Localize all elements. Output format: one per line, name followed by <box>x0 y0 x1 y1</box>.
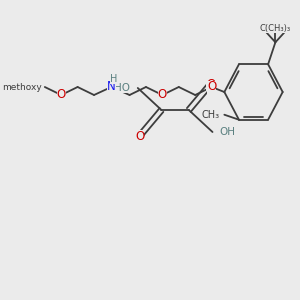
Text: OH: OH <box>220 127 236 137</box>
Text: O: O <box>135 130 144 142</box>
Text: CH₃: CH₃ <box>202 110 220 120</box>
Text: H: H <box>110 74 118 84</box>
Text: methoxy: methoxy <box>2 82 42 91</box>
Text: O: O <box>57 88 66 101</box>
Text: O: O <box>158 88 167 101</box>
Text: O: O <box>206 77 215 91</box>
Text: HO: HO <box>115 83 130 93</box>
Text: C(CH₃)₃: C(CH₃)₃ <box>260 24 291 33</box>
Text: N: N <box>107 80 116 92</box>
Text: O: O <box>207 80 216 94</box>
